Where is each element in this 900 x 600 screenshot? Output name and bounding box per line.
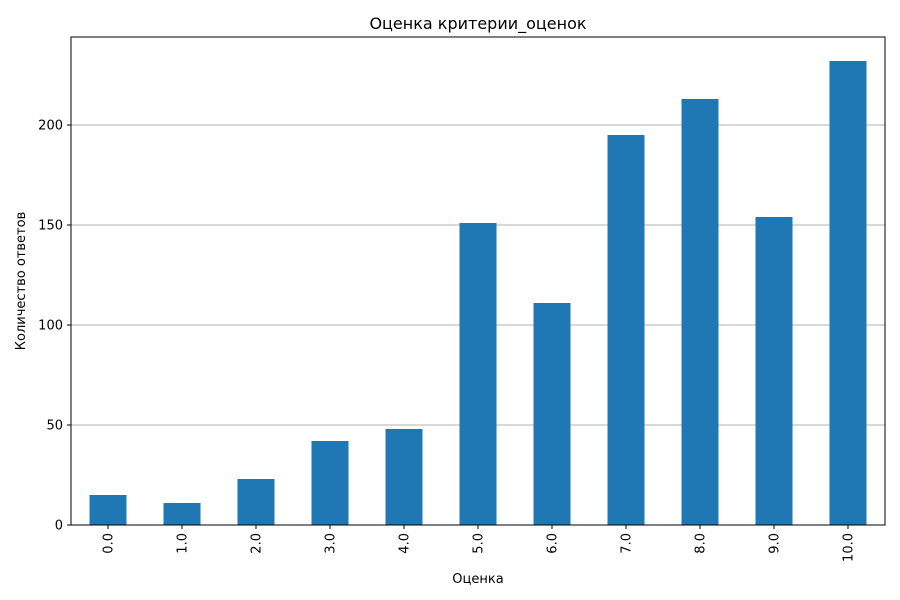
- x-tick-label: 2.0: [250, 533, 265, 554]
- x-tick-label: 5.0: [472, 533, 487, 554]
- x-tick-label: 8.0: [694, 533, 709, 554]
- x-tick-label: 3.0: [324, 533, 339, 554]
- bar-8.0: [681, 99, 719, 525]
- bar-2.0: [237, 479, 275, 525]
- y-tick-label: 150: [38, 219, 63, 234]
- bar-3.0: [311, 441, 349, 525]
- bar-5.0: [459, 223, 497, 525]
- x-tick-label: 7.0: [620, 533, 635, 554]
- bar-1.0: [163, 503, 201, 525]
- x-tick-label: 9.0: [768, 533, 783, 554]
- bar-9.0: [755, 217, 793, 525]
- y-axis-ticks: 0 50 100 150 200: [38, 119, 71, 534]
- bars: [89, 61, 867, 525]
- x-tick-label: 0.0: [102, 533, 117, 554]
- y-tick-label: 100: [38, 319, 63, 334]
- x-axis-ticks: 0.0 1.0 2.0 3.0 4.0 5.0 6.0 7.0 8.0 9.0 10.0: [102, 525, 857, 562]
- x-axis-label: Оценка: [452, 572, 503, 587]
- x-tick-label: 10.0: [842, 533, 857, 562]
- bar-6.0: [533, 303, 571, 525]
- bar-4.0: [385, 429, 423, 525]
- x-tick-label: 1.0: [176, 533, 191, 554]
- y-tick-label: 50: [46, 419, 63, 434]
- y-axis-label: Количество ответов: [14, 212, 29, 350]
- y-tick-label: 200: [38, 119, 63, 134]
- x-tick-label: 6.0: [546, 533, 561, 554]
- x-tick-label: 4.0: [398, 533, 413, 554]
- bar-7.0: [607, 135, 645, 525]
- y-tick-label: 0: [55, 519, 63, 534]
- bar-10.0: [829, 61, 867, 525]
- chart-title: Оценка критерии_оценок: [369, 14, 586, 34]
- bar-0.0: [89, 495, 127, 525]
